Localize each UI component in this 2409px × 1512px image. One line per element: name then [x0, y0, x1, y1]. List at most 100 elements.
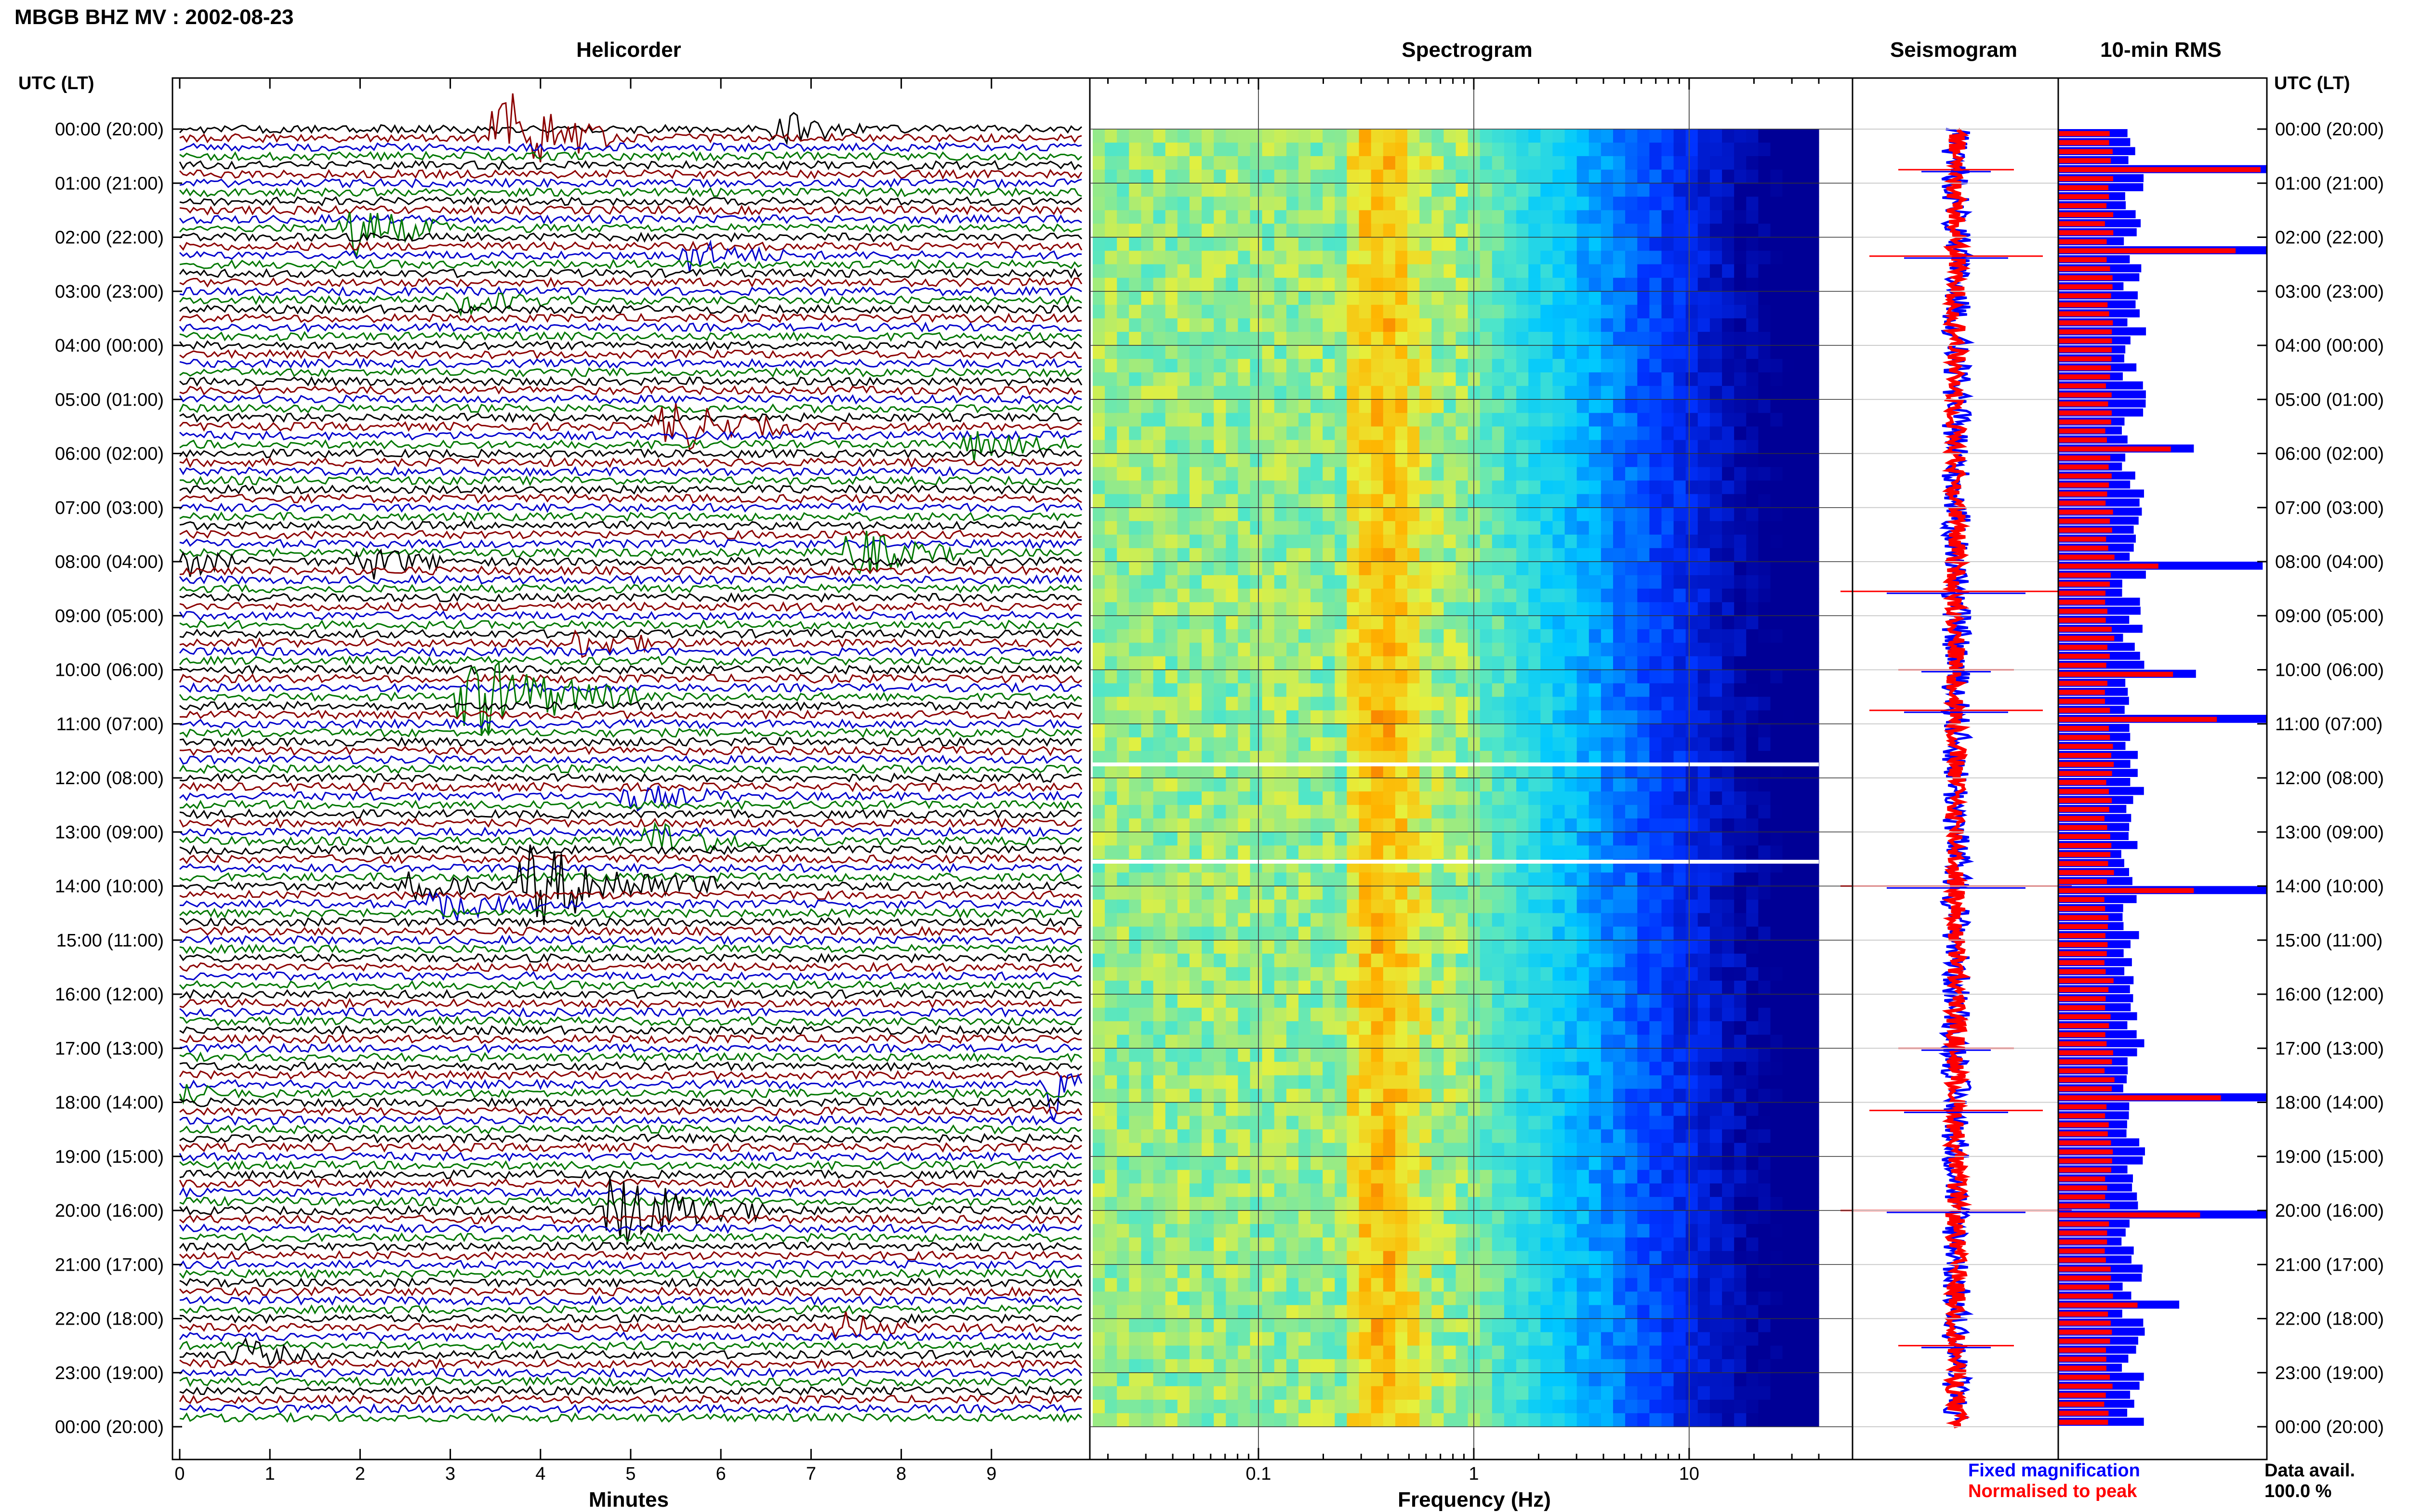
spectrogram-cell [1274, 589, 1287, 603]
spectrogram-cell [1758, 832, 1771, 846]
spectrogram-cell [1443, 778, 1456, 792]
spectrogram-cell [1202, 426, 1214, 441]
spectrogram-cell [1371, 440, 1384, 454]
spectrogram-cell [1250, 697, 1263, 711]
spectrogram-cell [1794, 521, 1807, 535]
spectrogram-cell [1274, 994, 1287, 1008]
spectrogram-cell [1770, 737, 1783, 751]
spectrogram-cell [1746, 399, 1759, 413]
spectrogram-cell [1117, 318, 1129, 332]
spectrogram-cell [1129, 467, 1141, 481]
spectrogram-cell [1709, 1089, 1722, 1103]
spectrogram-cell [1564, 1021, 1577, 1035]
spectrogram-cell [1480, 291, 1493, 305]
spectrogram-cell [1746, 129, 1759, 143]
spectrogram-cell [1625, 818, 1638, 832]
spectrogram-cell [1286, 143, 1299, 157]
spectrogram-cell [1480, 1156, 1493, 1170]
spectrogram-cell [1347, 723, 1360, 738]
spectrogram-cell [1480, 1196, 1493, 1211]
spectrogram-cell [1262, 656, 1275, 671]
spectrogram-cell [1274, 210, 1287, 224]
spectrogram-cell [1335, 616, 1347, 630]
spectrogram-cell [1673, 980, 1686, 995]
spectrogram-cell [1673, 345, 1686, 359]
spectrogram-cell [1105, 818, 1117, 832]
spectrogram-cell [1576, 670, 1589, 684]
spectrogram-cell [1093, 791, 1105, 805]
spectrogram-cell [1794, 413, 1807, 427]
spectrogram-cell [1323, 250, 1335, 265]
spectrogram-cell [1782, 224, 1795, 238]
spectrogram-cell [1492, 1170, 1505, 1184]
spectrogram-cell [1214, 359, 1226, 373]
spectrogram-cell [1105, 1143, 1117, 1157]
spectrogram-cell [1722, 1116, 1734, 1130]
spectrogram-cell [1613, 507, 1626, 522]
spectrogram-cell [1709, 386, 1722, 400]
spectrogram-cell [1576, 764, 1589, 778]
spectrogram-cell [1298, 494, 1311, 508]
spectrogram-cell [1093, 670, 1105, 684]
spectrogram-cell [1347, 386, 1360, 400]
spectrogram-cell [1443, 967, 1456, 981]
spectrogram-cell [1709, 156, 1722, 170]
spectrogram-cell [1758, 886, 1771, 900]
spectrogram-cell [1286, 129, 1299, 143]
spectrogram-cell [1540, 237, 1553, 251]
helicorder-trace [179, 1340, 1083, 1351]
spectrogram-cell [1395, 1102, 1408, 1117]
spectrogram-cell [1443, 480, 1456, 495]
spectrogram-cell [1202, 440, 1214, 454]
spectrogram-cell [1625, 224, 1638, 238]
spectrogram-cell [1504, 575, 1517, 589]
spectrogram-cell [1177, 1156, 1190, 1170]
spectrogram-cell [1383, 1075, 1396, 1090]
spectrogram-cell [1093, 656, 1105, 671]
spectrogram-cell [1419, 331, 1432, 346]
spectrogram-cell [1371, 210, 1384, 224]
spectrogram-cell [1419, 413, 1432, 427]
spectrogram-cell [1456, 480, 1469, 495]
spectrogram-cell [1758, 129, 1771, 143]
spectrogram-cell [1359, 304, 1372, 319]
spectrogram-cell [1153, 886, 1166, 900]
spectrogram-cell [1637, 237, 1650, 251]
spectrogram-cell [1383, 1116, 1396, 1130]
spectrogram-cell [1492, 467, 1505, 481]
spectrogram-cell [1576, 1129, 1589, 1144]
spectrogram-cell [1709, 697, 1722, 711]
spectrogram-cell [1480, 1089, 1493, 1103]
spectrogram-cell [1371, 1089, 1384, 1103]
spectrogram-cell [1673, 413, 1686, 427]
spectrogram-cell [1552, 1102, 1565, 1117]
spectrogram-cell [1286, 643, 1299, 657]
spectrogram-cell [1649, 832, 1662, 846]
spectrogram-cell [1443, 304, 1456, 319]
spectrogram-cell [1298, 1116, 1311, 1130]
spectrogram-cell [1625, 521, 1638, 535]
spectrogram-cell [1371, 670, 1384, 684]
spectrogram-cell [1601, 1143, 1614, 1157]
spectrogram-cell [1298, 197, 1311, 210]
spectrogram-cell [1794, 899, 1807, 914]
spectrogram-cell [1274, 480, 1287, 495]
spectrogram-cell [1794, 467, 1807, 481]
spectrogram-cell [1782, 805, 1795, 819]
spectrogram-cell [1105, 453, 1117, 468]
spectrogram-cell [1347, 1089, 1360, 1103]
spectrogram-cell [1153, 791, 1166, 805]
spectrogram-cell [1649, 602, 1662, 616]
spectrogram-cell [1588, 277, 1602, 292]
spectrogram-cell [1214, 183, 1226, 197]
spectrogram-cell [1492, 1075, 1505, 1090]
spectrogram-cell [1540, 683, 1553, 697]
spectrogram-cell [1226, 805, 1238, 819]
spectrogram-cell [1722, 250, 1734, 265]
spectrogram-cell [1274, 832, 1287, 846]
spectrogram-cell [1371, 602, 1384, 616]
spectrogram-cell [1540, 589, 1553, 603]
spectrogram-cell [1685, 264, 1698, 278]
spectrogram-cell [1153, 507, 1166, 522]
spectrogram-cell [1794, 318, 1807, 332]
